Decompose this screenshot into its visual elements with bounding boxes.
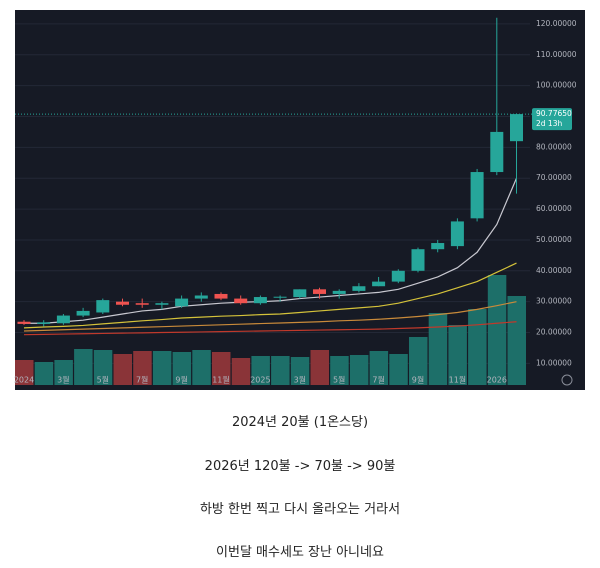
settings-icon[interactable] (561, 374, 573, 386)
x-tick-label: 2024 (14, 376, 34, 385)
candle-body (155, 303, 169, 305)
y-tick-label: 80.00000 (536, 142, 572, 151)
y-tick-label: 50.00000 (536, 235, 572, 244)
candle-body (76, 310, 90, 316)
volume-bar (93, 350, 113, 385)
post-line: 하방 한번 찍고 다시 올라오는 거라서 (199, 502, 401, 517)
x-tick-label: 9월 (175, 375, 187, 385)
candle-body (431, 243, 445, 250)
chart: 10.00000 20.00000 30.00000 40.00000 50.00000… (14, 10, 585, 390)
y-tick-label: 30.00000 (536, 297, 572, 306)
volume-bar (448, 325, 467, 385)
post-line: 2024년 20불 (1온스당) (231, 415, 369, 430)
candle-body (116, 301, 129, 305)
post-line: 2026년 120불 -> 70불 -> 90불 (204, 459, 396, 474)
candle-body (490, 131, 504, 173)
x-tick-label: 7월 (136, 375, 148, 385)
candle-body (313, 289, 326, 294)
volume-bar (172, 352, 192, 385)
volume-bar (192, 350, 211, 385)
volume-bar (271, 356, 290, 385)
volume-bar (113, 354, 132, 385)
x-tick-label: 3월 (57, 375, 69, 385)
y-tick-label: 70.00000 (536, 173, 572, 182)
candle-body (194, 295, 208, 299)
volume-bar (74, 349, 93, 385)
candle-body (372, 281, 386, 287)
candle-body (234, 298, 248, 304)
volume-bar (54, 360, 73, 385)
volume-bar (507, 296, 526, 385)
volume-bar (487, 275, 507, 385)
volume-bar (389, 354, 408, 385)
candle-body (332, 290, 346, 294)
candle-body (96, 300, 110, 313)
x-tick-label: 11월 (449, 375, 467, 385)
volume-bar (231, 358, 251, 385)
y-tick-label: 110.00000 (536, 50, 577, 59)
y-tick-label: 60.00000 (536, 204, 572, 213)
moving-average (23, 301, 517, 332)
y-tick-label: 10.00000 (536, 358, 572, 367)
x-tick-label: 11월 (212, 375, 230, 385)
last-price-label: 90.77650 (536, 109, 572, 118)
volume-bar (34, 362, 54, 385)
volume-bar (212, 352, 231, 385)
moving-average (23, 262, 517, 329)
post-line: 이번달 매수세도 장난 아니네요 (216, 545, 384, 560)
volume-bar (290, 357, 310, 385)
x-tick-label: 7월 (372, 375, 384, 385)
candle-body (510, 114, 523, 142)
candle-body (17, 321, 31, 324)
volume-bar (133, 351, 152, 385)
candle-body (470, 172, 484, 219)
x-tick-label: 5월 (97, 375, 109, 385)
candle-body (37, 322, 51, 324)
volume-bar (330, 356, 349, 385)
moving-average (23, 321, 517, 336)
volume-bar (349, 355, 369, 385)
candle-body (391, 270, 405, 282)
y-tick-label: 20.00000 (536, 328, 572, 337)
candle-body (352, 286, 366, 291)
last-price-box (532, 108, 572, 131)
volume-bar (409, 337, 428, 385)
y-tick-label: 100.00000 (536, 81, 577, 90)
candle-body (214, 293, 228, 299)
candle-body (293, 289, 307, 298)
candle-body (175, 298, 189, 307)
x-tick-label: 3월 (294, 375, 306, 385)
candle-body (135, 303, 149, 305)
candle-body (450, 221, 464, 247)
candle-body (56, 315, 70, 324)
moving-average (24, 177, 518, 324)
y-tick-label: 40.00000 (536, 266, 572, 275)
volume-bar (15, 360, 34, 385)
countdown-label: 2d 13h (536, 119, 562, 128)
y-tick-label: 120.00000 (536, 19, 577, 28)
candle-body (273, 296, 287, 298)
volume-bar (369, 351, 389, 385)
volume-bar (310, 350, 329, 385)
x-tick-label: 2026 (487, 376, 507, 385)
candle-body (411, 249, 425, 271)
candle-body (253, 297, 267, 304)
volume-bar (428, 313, 448, 385)
volume-bar (468, 309, 487, 385)
volume-bar (152, 351, 172, 385)
x-tick-label: 5월 (333, 375, 345, 385)
volume-bar (251, 356, 270, 385)
x-tick-label: 2025 (250, 376, 270, 385)
x-tick-label: 9월 (412, 375, 424, 385)
